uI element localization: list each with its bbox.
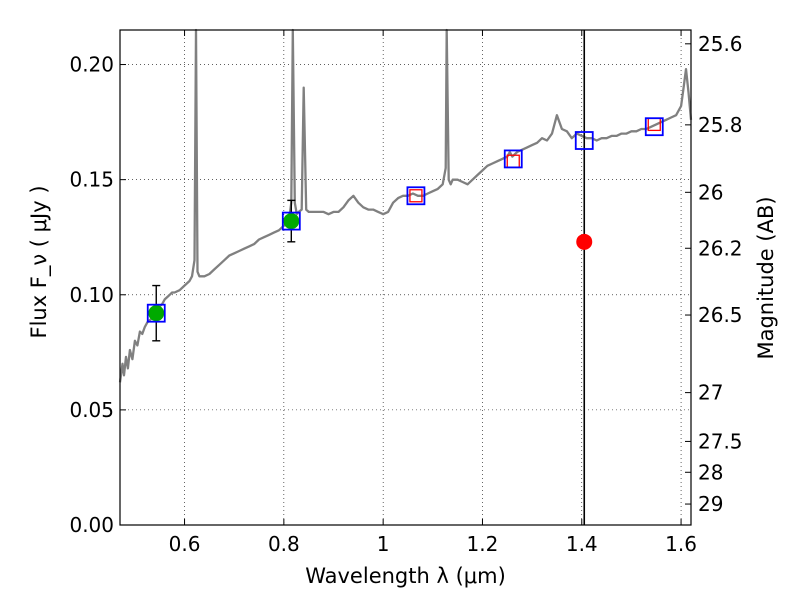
plot-frame (119, 29, 692, 526)
measured-flux-point (148, 305, 165, 322)
y2-tick-label: 29 (698, 492, 723, 516)
x-tick-label: 1 (377, 532, 390, 556)
y-tick-label: 0.00 (69, 513, 114, 537)
photometry-square (503, 149, 523, 169)
series-layer (118, 28, 693, 383)
y2-tick-label: 26.2 (698, 236, 743, 260)
x-tick-label: 1.4 (566, 532, 598, 556)
y2-tick-label: 25.6 (698, 32, 743, 56)
y2-axis-title: Magnitude (AB) (754, 196, 778, 359)
x-tick-label: 0.8 (268, 532, 300, 556)
x-tick-label: 1.6 (665, 532, 697, 556)
y-tick-label: 0.20 (69, 53, 114, 77)
photometry-square (281, 211, 301, 231)
model-flux-square (409, 189, 423, 203)
grid-lines (120, 30, 691, 525)
measured-flux-point (283, 213, 300, 230)
y2-tick-label: 27.5 (698, 429, 743, 453)
photometry-square (406, 186, 426, 206)
y-tick-label: 0.15 (69, 168, 114, 192)
y-tick-label: 0.05 (69, 398, 114, 422)
y2-tick-label: 26.5 (698, 303, 743, 327)
y-axis-title: Flux F_ν ( μJy ) (27, 185, 52, 338)
sed-spectrum-line (118, 28, 693, 383)
photometry-square (574, 131, 594, 150)
y-axis-ticks: 0.00 0.05 0.10 0.15 0.20 (69, 53, 126, 537)
outlier-flux-point (576, 233, 593, 250)
photometry-square (644, 117, 664, 137)
x-tick-label: 1.2 (467, 532, 499, 556)
x-axis-title: Wavelength λ (μm) (305, 564, 506, 588)
y2-axis-ticks: 25.6 25.8 26 26.2 26.5 27 27.5 28 29 (685, 32, 743, 516)
y-tick-label: 0.10 (69, 283, 114, 307)
y2-tick-label: 25.8 (698, 113, 743, 137)
x-tick-label: 0.6 (169, 532, 201, 556)
y2-tick-label: 27 (698, 381, 723, 405)
y2-tick-label: 26 (698, 180, 723, 204)
y2-tick-label: 28 (698, 460, 723, 484)
x-axis-ticks: 0.6 0.8 1 1.2 1.4 1.6 (169, 30, 697, 556)
marker-layer (146, 117, 664, 342)
photometry-square (146, 303, 166, 323)
